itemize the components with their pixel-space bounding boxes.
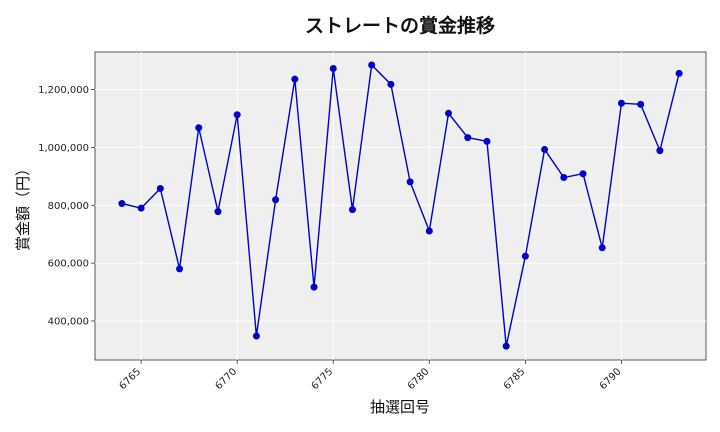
y-axis: 400,000 600,000 800,000 1,000,000 1,200,000 bbox=[38, 85, 95, 327]
data-point bbox=[233, 111, 241, 119]
data-point bbox=[541, 145, 549, 153]
data-point bbox=[406, 178, 414, 186]
data-point bbox=[502, 342, 510, 350]
y-tick-label: 1,000,000 bbox=[38, 143, 89, 154]
data-point bbox=[348, 206, 356, 214]
data-point bbox=[598, 244, 606, 252]
data-point bbox=[425, 227, 433, 235]
data-point bbox=[637, 100, 645, 108]
data-point bbox=[521, 252, 529, 260]
x-axis-label: 抽選回号 bbox=[370, 398, 430, 416]
plot-area bbox=[94, 51, 707, 361]
data-point bbox=[329, 64, 337, 72]
x-tick-label: 6775 bbox=[310, 366, 336, 392]
x-axis: 6765 6770 6775 6780 6785 6790 bbox=[117, 360, 624, 392]
data-point bbox=[195, 124, 203, 132]
x-tick-label: 6790 bbox=[598, 366, 624, 392]
data-point bbox=[310, 283, 318, 291]
series-line bbox=[121, 63, 680, 347]
data-point bbox=[176, 265, 184, 273]
data-point bbox=[445, 109, 453, 117]
data-point bbox=[137, 204, 145, 212]
data-point bbox=[272, 196, 280, 204]
data-point bbox=[368, 61, 376, 69]
data-point bbox=[387, 80, 395, 88]
y-axis-label: 賞金額（円） bbox=[14, 161, 32, 251]
data-point bbox=[118, 200, 126, 208]
y-grid bbox=[95, 89, 706, 322]
data-point bbox=[156, 185, 164, 192]
chart-title: ストレートの賞金推移 bbox=[305, 14, 495, 37]
y-tick-label: 1,200,000 bbox=[38, 85, 89, 96]
data-point bbox=[291, 75, 299, 83]
data-point bbox=[464, 134, 472, 142]
data-point bbox=[656, 147, 664, 155]
data-point bbox=[579, 170, 587, 178]
data-point bbox=[252, 332, 260, 340]
data-point bbox=[675, 69, 683, 77]
y-tick-label: 600,000 bbox=[48, 259, 89, 270]
y-tick-label: 400,000 bbox=[48, 316, 89, 327]
x-tick-label: 6770 bbox=[214, 366, 240, 392]
data-point bbox=[560, 174, 568, 182]
y-tick-label: 800,000 bbox=[48, 201, 89, 212]
x-tick-label: 6765 bbox=[117, 366, 143, 392]
data-point bbox=[214, 208, 222, 216]
x-tick-label: 6780 bbox=[406, 366, 432, 392]
data-point bbox=[617, 99, 625, 107]
x-tick-label: 6785 bbox=[502, 366, 528, 392]
data-point bbox=[483, 137, 491, 145]
data-points bbox=[118, 61, 683, 350]
